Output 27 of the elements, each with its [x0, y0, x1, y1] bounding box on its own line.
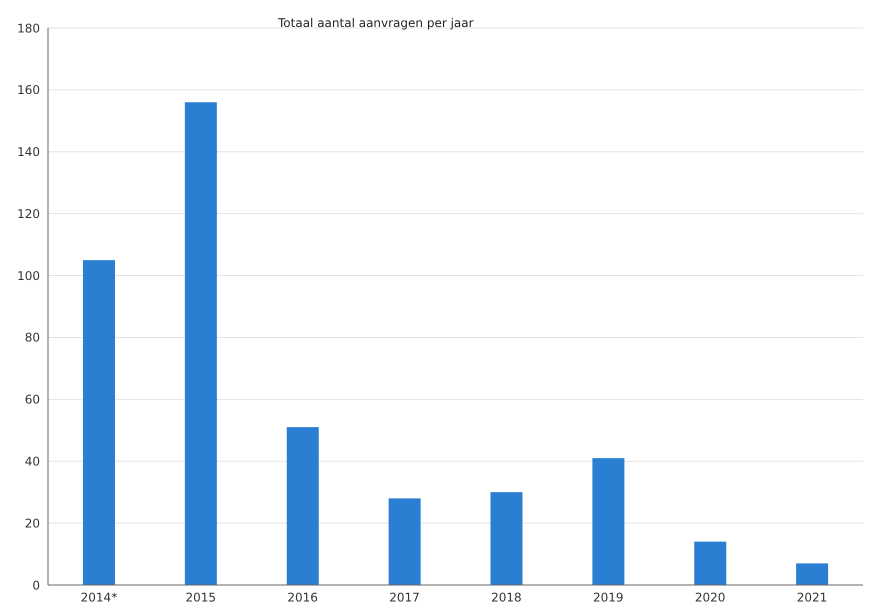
x-tick-label: 2016: [287, 590, 318, 605]
bar: [184, 102, 217, 585]
x-tick-label: 2019: [593, 590, 624, 605]
y-tick-label: 60: [24, 392, 40, 407]
x-tick-label: 2014*: [80, 590, 118, 605]
y-tick-label: 120: [17, 206, 40, 221]
bar: [796, 563, 828, 585]
bar: [286, 427, 319, 585]
bar: [694, 542, 726, 585]
y-tick-label: 20: [24, 516, 40, 530]
x-tick-label: 2020: [694, 590, 726, 605]
bar: [388, 498, 421, 585]
bar: [83, 260, 115, 585]
y-tick-label: 100: [17, 268, 40, 283]
x-tick-label: 2018: [491, 590, 522, 605]
x-tick-label: 2015: [186, 590, 216, 605]
x-tick-label: 2021: [796, 590, 828, 605]
y-tick-label: 0: [32, 578, 40, 592]
y-tick-label: 160: [17, 83, 40, 98]
bar: [490, 492, 522, 585]
y-tick-label: 180: [17, 21, 40, 36]
x-tick-label: 2017: [389, 590, 420, 605]
chart-title: Totaal aantal aanvragen per jaar: [278, 16, 474, 30]
bar: [592, 458, 624, 585]
y-tick-label: 140: [17, 145, 40, 160]
y-tick-label: 40: [24, 454, 40, 468]
y-tick-label: 80: [24, 330, 40, 345]
